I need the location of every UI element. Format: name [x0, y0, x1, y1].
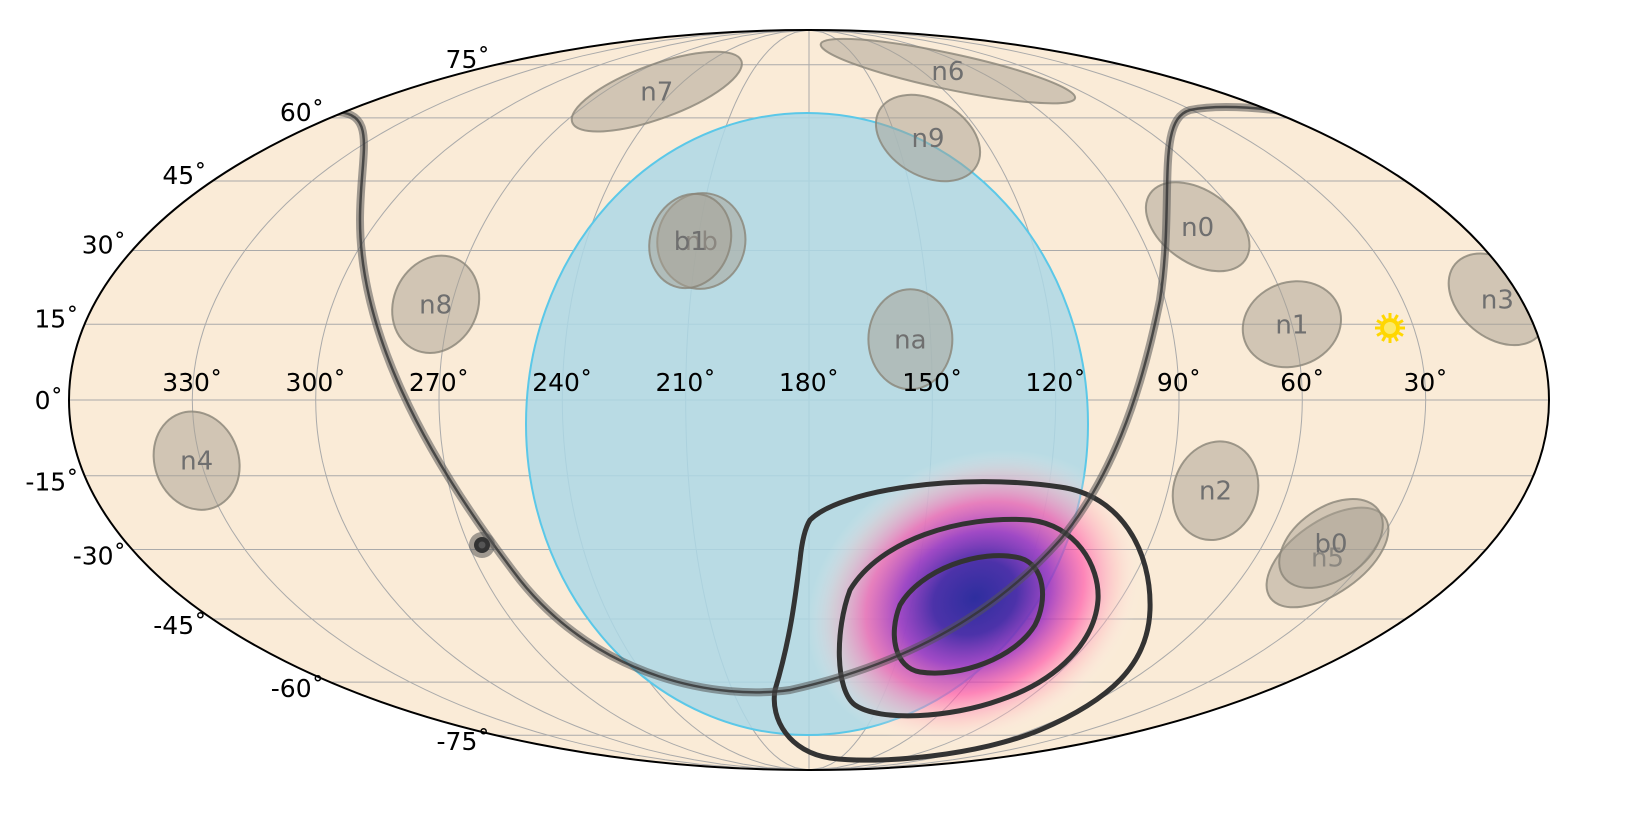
galactic-center-marker — [469, 532, 495, 558]
contour-95 — [836, 516, 1101, 719]
detector-b0: b0 — [1278, 498, 1384, 589]
galactic-plane-core — [329, 105, 1291, 694]
y-tick--75: -75˚ — [437, 727, 490, 756]
detector-n9: n9 — [874, 93, 982, 183]
detector-n7: n7 — [570, 50, 743, 133]
y-tick-60: 60˚ — [280, 98, 324, 127]
x-tick-180: 180˚ — [779, 368, 839, 397]
x-tick-90: 90˚ — [1157, 368, 1201, 397]
detector-label-n3: n3 — [1481, 285, 1514, 315]
y-tick--45: -45˚ — [153, 611, 206, 640]
detector-label-n0: n0 — [1181, 213, 1214, 243]
x-tick-270: 270˚ — [409, 368, 469, 397]
detector-label-n6: n6 — [931, 57, 964, 87]
y-tick-75: 75˚ — [446, 45, 490, 74]
detector-label-na: na — [894, 325, 926, 355]
y-tick--60: -60˚ — [271, 674, 324, 703]
detector-n8: n8 — [391, 254, 481, 354]
y-tick-labels: 75˚ 60˚ 45˚ 30˚ 15˚ 0˚ -15˚ -30˚ -45˚ -60˚ -75˚ — [25, 45, 490, 756]
detector-label-n7: n7 — [640, 78, 673, 108]
detector-pointings: n0n1n2n3n4n5n6n7n8n9nanbb0b1 — [152, 37, 1548, 609]
y-tick--15: -15˚ — [25, 468, 78, 497]
detector-label-n9: n9 — [912, 124, 945, 154]
contour-68 — [891, 553, 1046, 676]
sky-boundary — [68, 29, 1550, 771]
detector-n1: n1 — [1241, 280, 1343, 369]
x-tick-120: 120˚ — [1026, 368, 1086, 397]
detector-n0: n0 — [1144, 181, 1251, 273]
y-tick-30: 30˚ — [82, 231, 126, 260]
y-tick-15: 15˚ — [34, 304, 78, 333]
x-tick-330: 330˚ — [162, 368, 222, 397]
x-tick-240: 240˚ — [532, 368, 592, 397]
detector-label-n1: n1 — [1275, 310, 1308, 340]
x-tick-150: 150˚ — [902, 368, 962, 397]
posterior-density — [807, 449, 1143, 747]
x-tick-labels: 330˚ 300˚ 270˚ 240˚ 210˚ 180˚ 150˚ 120˚ 90˚ 60˚ 30… — [162, 368, 1448, 397]
y-tick-0: 0˚ — [35, 386, 63, 415]
detector-label-n4: n4 — [180, 447, 213, 477]
detector-label-n8: n8 — [419, 290, 452, 320]
contour-99-7 — [771, 479, 1153, 763]
x-tick-210: 210˚ — [656, 368, 716, 397]
x-tick-300: 300˚ — [286, 368, 346, 397]
sun-icon — [1375, 313, 1405, 343]
x-tick-30: 30˚ — [1404, 368, 1448, 397]
y-tick--30: -30˚ — [73, 541, 126, 570]
y-tick-45: 45˚ — [162, 161, 206, 190]
detector-na: na — [867, 288, 954, 391]
x-tick-60: 60˚ — [1280, 368, 1324, 397]
detector-b1: b1 — [648, 192, 733, 290]
detector-n2: n2 — [1171, 440, 1260, 542]
detector-n4: n4 — [152, 410, 241, 511]
detector-label-b0: b0 — [1314, 529, 1347, 559]
detector-label-n2: n2 — [1199, 477, 1232, 507]
credible-contours — [771, 479, 1153, 763]
detector-n6: n6 — [819, 37, 1077, 105]
detector-label-b1: b1 — [674, 227, 707, 257]
